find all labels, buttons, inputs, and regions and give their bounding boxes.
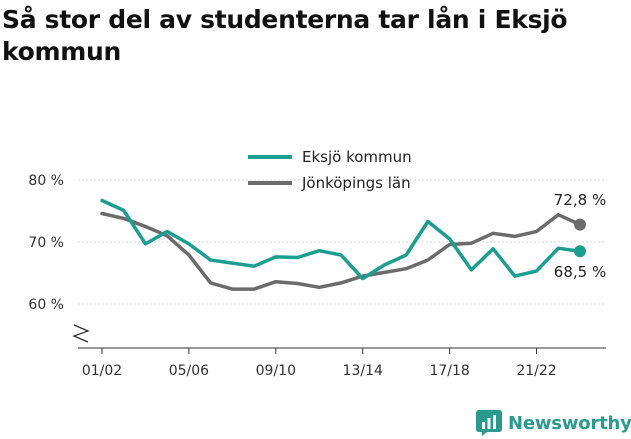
end-value-label-0: 68,5 %	[554, 263, 606, 281]
brand-name: Newsworthy	[508, 412, 631, 434]
y-axis-break-icon	[72, 324, 90, 343]
x-tick-label: 21/22	[516, 363, 556, 379]
legend-item-jonkoping: Jönköpings län	[248, 174, 411, 192]
y-axis-ticks: 60 % 70 % 80 %	[28, 173, 64, 313]
y-tick-label: 80 %	[28, 173, 64, 189]
x-tick-label: 01/02	[82, 363, 122, 379]
x-tick-label: 17/18	[429, 363, 469, 379]
x-tick-label: 09/10	[256, 363, 296, 379]
series-end-point-0	[574, 245, 586, 258]
series-end-point-1	[574, 218, 586, 231]
series-lines: 68,5 % 72,8 %	[100, 191, 606, 291]
page-title: Så stor del av studenterna tar lån i Eks…	[2, 5, 568, 66]
newsworthy-logo: Newsworthy	[476, 408, 631, 438]
grid-lines	[78, 179, 606, 305]
legend: Eksjö kommun Jönköpings län	[248, 148, 412, 192]
end-value-label-1: 72,8 %	[554, 191, 606, 209]
legend-item-eksjo: Eksjö kommun	[248, 148, 412, 166]
bar-chart-logo-icon	[476, 410, 502, 436]
x-axis: 01/02 05/06 09/10 13/14 17/18 21/22	[78, 347, 606, 379]
x-tick-label: 13/14	[343, 363, 383, 379]
x-tick-label: 05/06	[169, 363, 209, 379]
legend-label-eksjo: Eksjö kommun	[302, 148, 412, 166]
y-tick-label: 70 %	[28, 235, 64, 251]
series-line-1	[100, 211, 582, 291]
y-tick-label: 60 %	[28, 297, 64, 313]
series-line-0	[100, 198, 582, 281]
legend-label-jonkoping: Jönköpings län	[301, 174, 411, 192]
